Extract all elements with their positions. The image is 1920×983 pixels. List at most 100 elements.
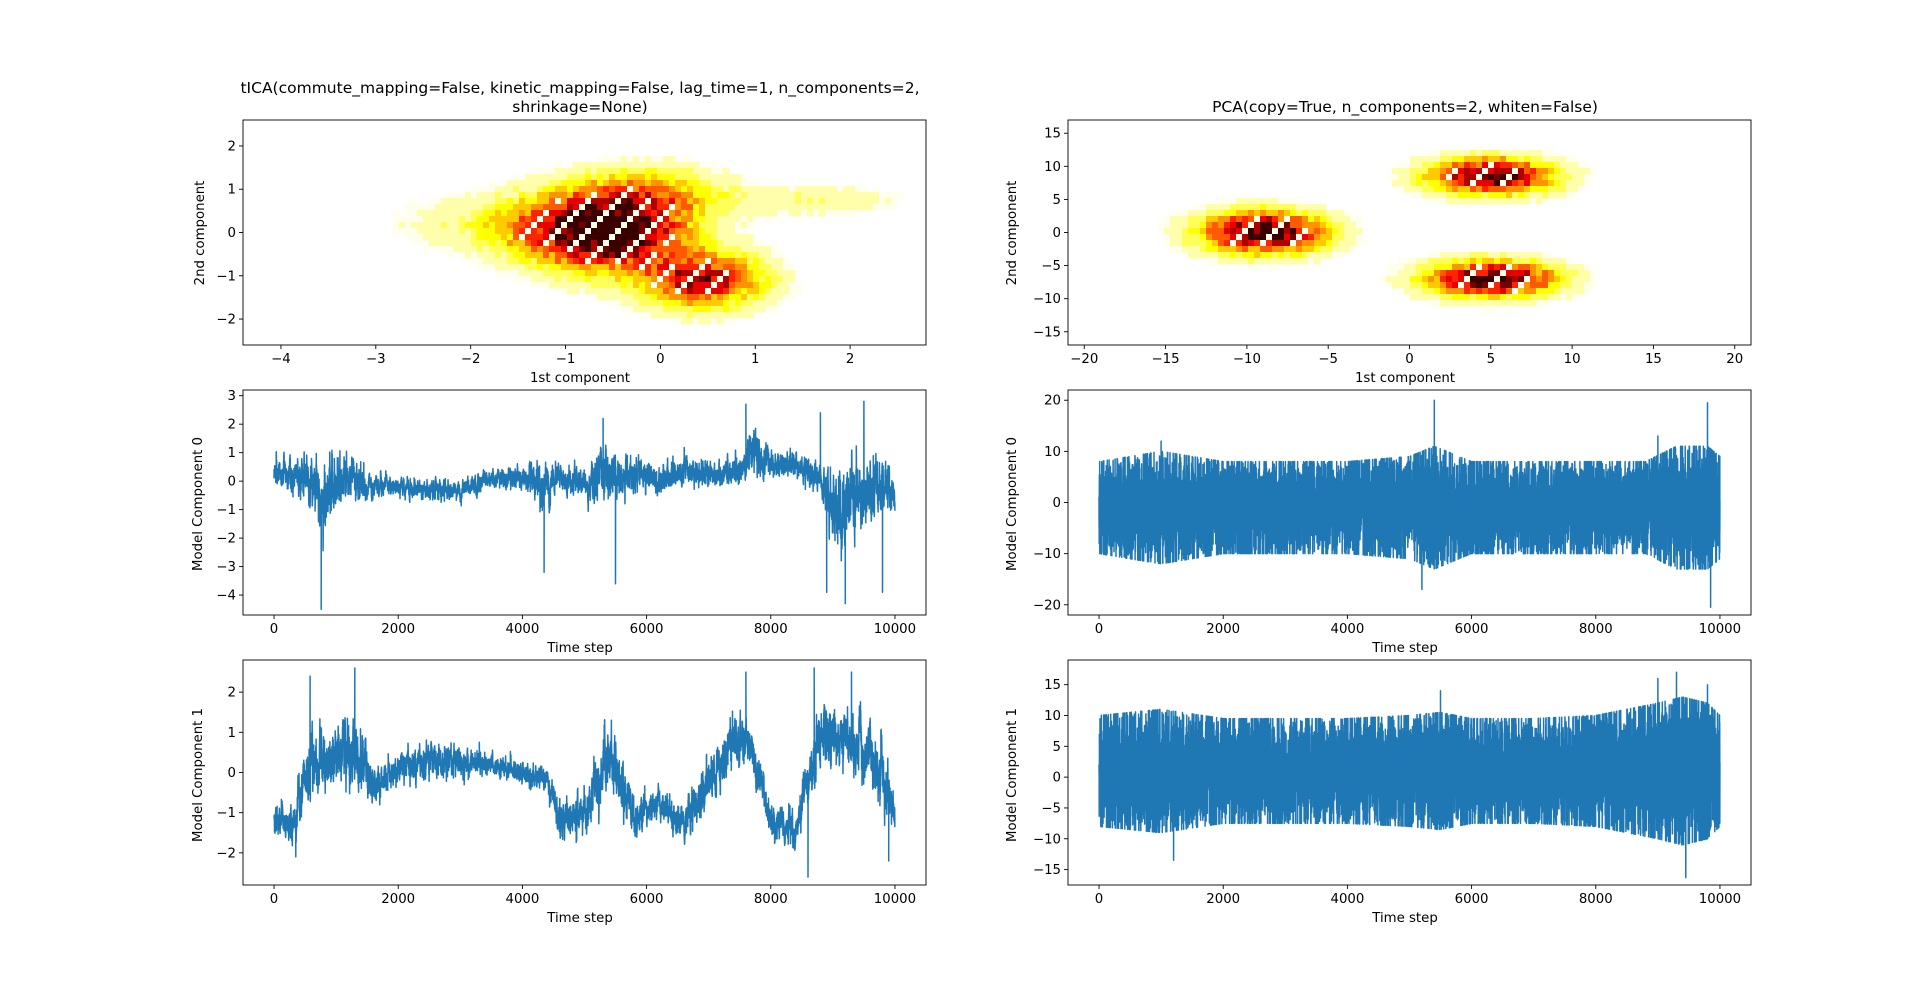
density-cell <box>633 258 640 265</box>
density-cell <box>1350 240 1357 247</box>
density-cell <box>423 204 430 211</box>
density-cell <box>1476 186 1483 193</box>
density-cell <box>855 204 862 211</box>
density-cell <box>1392 168 1399 175</box>
density-cell <box>729 288 736 295</box>
density-cell <box>573 204 580 211</box>
density-cell <box>1230 204 1237 211</box>
density-cell <box>549 192 556 199</box>
density-cell <box>627 240 634 247</box>
density-cell <box>1230 210 1237 217</box>
pca-comp0-xlabel: Time step <box>1371 641 1438 656</box>
density-cell <box>531 246 538 253</box>
density-cell <box>1470 288 1477 295</box>
density-cell <box>1362 240 1369 247</box>
density-cell <box>735 312 742 319</box>
density-cell <box>537 252 544 259</box>
density-cell <box>615 288 622 295</box>
density-cell <box>609 210 616 217</box>
density-cell <box>1182 228 1189 235</box>
density-cell <box>573 240 580 247</box>
density-cell <box>1302 258 1309 265</box>
density-cell <box>501 222 508 229</box>
density-cell <box>561 276 568 283</box>
density-cell <box>501 264 508 271</box>
density-cell <box>603 228 610 235</box>
x-tick-label: 6000 <box>1455 622 1489 637</box>
density-cell <box>1458 294 1465 301</box>
density-cell <box>1506 264 1513 271</box>
density-cell <box>705 306 712 313</box>
density-cell <box>555 180 562 187</box>
density-cell <box>1386 282 1393 289</box>
density-cell <box>693 234 700 241</box>
density-cell <box>471 204 478 211</box>
density-cell <box>681 294 688 301</box>
density-cell <box>531 276 538 283</box>
density-cell <box>723 258 730 265</box>
density-cell <box>657 204 664 211</box>
density-cell <box>531 222 538 229</box>
density-cell <box>843 204 850 211</box>
density-cell <box>1254 228 1261 235</box>
density-cell <box>1458 156 1465 163</box>
density-cell <box>861 198 868 205</box>
y-tick-label: 10 <box>1044 445 1061 460</box>
density-cell <box>531 216 538 223</box>
density-cell <box>687 240 694 247</box>
density-cell <box>645 222 652 229</box>
density-cell <box>459 216 466 223</box>
density-cell <box>501 252 508 259</box>
density-cell <box>1206 204 1213 211</box>
density-cell <box>579 186 586 193</box>
y-tick-label: −1 <box>216 269 236 284</box>
density-cell <box>639 288 646 295</box>
density-cell <box>507 222 514 229</box>
density-cell <box>573 174 580 181</box>
density-cell <box>759 288 766 295</box>
density-cell <box>633 162 640 169</box>
density-cell <box>567 228 574 235</box>
density-cell <box>567 180 574 187</box>
density-cell <box>1464 258 1471 265</box>
density-cell <box>1464 174 1471 181</box>
density-cell <box>549 276 556 283</box>
density-cell <box>885 198 892 205</box>
density-cell <box>489 264 496 271</box>
density-cell <box>1446 156 1453 163</box>
density-cell <box>1512 270 1519 277</box>
density-cell <box>705 168 712 175</box>
density-cell <box>1164 234 1171 241</box>
density-cell <box>1278 198 1285 205</box>
density-cell <box>729 318 736 325</box>
density-cell <box>537 198 544 205</box>
density-cell <box>1482 150 1489 157</box>
series-line <box>1098 671 1721 879</box>
density-cell <box>1482 156 1489 163</box>
density-cell <box>1500 198 1507 205</box>
density-cell <box>735 204 742 211</box>
x-tick-label: −5 <box>1318 352 1338 367</box>
density-cell <box>633 156 640 163</box>
density-cell <box>765 204 772 211</box>
density-cell <box>435 198 442 205</box>
density-cell <box>621 294 628 301</box>
density-cell <box>561 174 568 181</box>
density-cell <box>675 222 682 229</box>
density-cell <box>1440 282 1447 289</box>
density-cell <box>729 270 736 277</box>
density-cell <box>639 204 646 211</box>
density-cell <box>621 282 628 289</box>
density-cell <box>483 186 490 193</box>
density-cell <box>753 264 760 271</box>
density-cell <box>411 198 418 205</box>
density-cell <box>627 282 634 289</box>
density-cell <box>657 288 664 295</box>
density-cell <box>765 294 772 301</box>
density-cell <box>1560 270 1567 277</box>
density-cell <box>513 222 520 229</box>
density-cell <box>669 294 676 301</box>
density-cell <box>1512 276 1519 283</box>
density-cell <box>453 216 460 223</box>
y-tick-label: −3 <box>216 560 236 575</box>
